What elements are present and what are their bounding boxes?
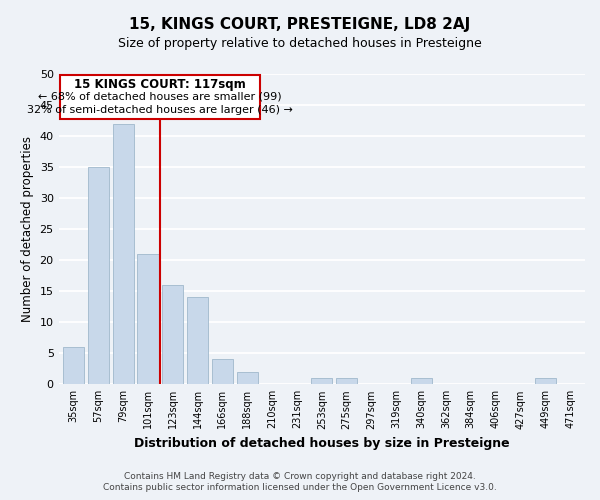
Text: Contains public sector information licensed under the Open Government Licence v3: Contains public sector information licen… — [103, 484, 497, 492]
FancyBboxPatch shape — [60, 75, 260, 118]
Text: 15 KINGS COURT: 117sqm: 15 KINGS COURT: 117sqm — [74, 78, 245, 91]
Bar — [311, 378, 332, 384]
Text: 32% of semi-detached houses are larger (46) →: 32% of semi-detached houses are larger (… — [27, 105, 293, 115]
Bar — [410, 378, 431, 384]
Bar — [63, 347, 84, 385]
Bar — [88, 167, 109, 384]
X-axis label: Distribution of detached houses by size in Presteigne: Distribution of detached houses by size … — [134, 437, 509, 450]
Y-axis label: Number of detached properties: Number of detached properties — [21, 136, 34, 322]
Bar — [137, 254, 158, 384]
Bar — [113, 124, 134, 384]
Bar — [336, 378, 357, 384]
Text: ← 68% of detached houses are smaller (99): ← 68% of detached houses are smaller (99… — [38, 92, 281, 102]
Bar — [237, 372, 258, 384]
Text: Size of property relative to detached houses in Presteigne: Size of property relative to detached ho… — [118, 38, 482, 51]
Bar — [212, 360, 233, 384]
Bar — [187, 298, 208, 384]
Text: 15, KINGS COURT, PRESTEIGNE, LD8 2AJ: 15, KINGS COURT, PRESTEIGNE, LD8 2AJ — [130, 18, 470, 32]
Bar — [162, 285, 184, 384]
Text: Contains HM Land Registry data © Crown copyright and database right 2024.: Contains HM Land Registry data © Crown c… — [124, 472, 476, 481]
Bar — [535, 378, 556, 384]
